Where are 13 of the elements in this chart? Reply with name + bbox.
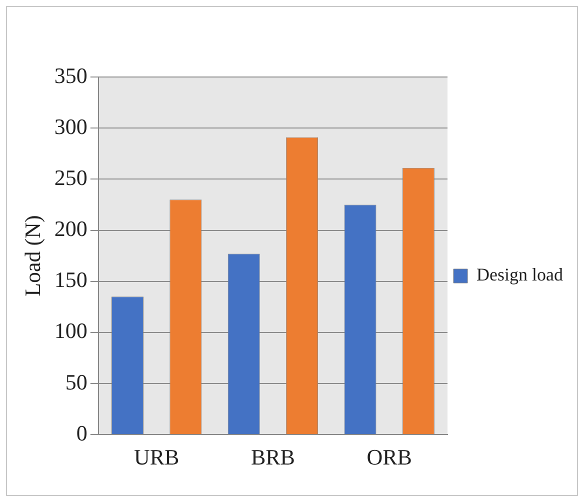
y-tick-label: 250: [54, 164, 88, 190]
y-tick-label: 100: [54, 318, 88, 344]
y-axis-title: Load (N): [20, 215, 45, 296]
y-tick-label: 150: [54, 267, 88, 292]
x-tick-label: ORB: [366, 444, 412, 470]
legend-label: Design load: [476, 264, 563, 285]
y-tick-label: 300: [54, 114, 88, 139]
x-tick-label: BRB: [250, 444, 295, 470]
y-tick-label: 350: [54, 62, 88, 88]
y-tick-label: 200: [54, 216, 88, 242]
x-tick-label: URB: [134, 444, 180, 470]
y-tick-label: 50: [65, 369, 88, 394]
y-tick-label: 0: [76, 420, 88, 446]
